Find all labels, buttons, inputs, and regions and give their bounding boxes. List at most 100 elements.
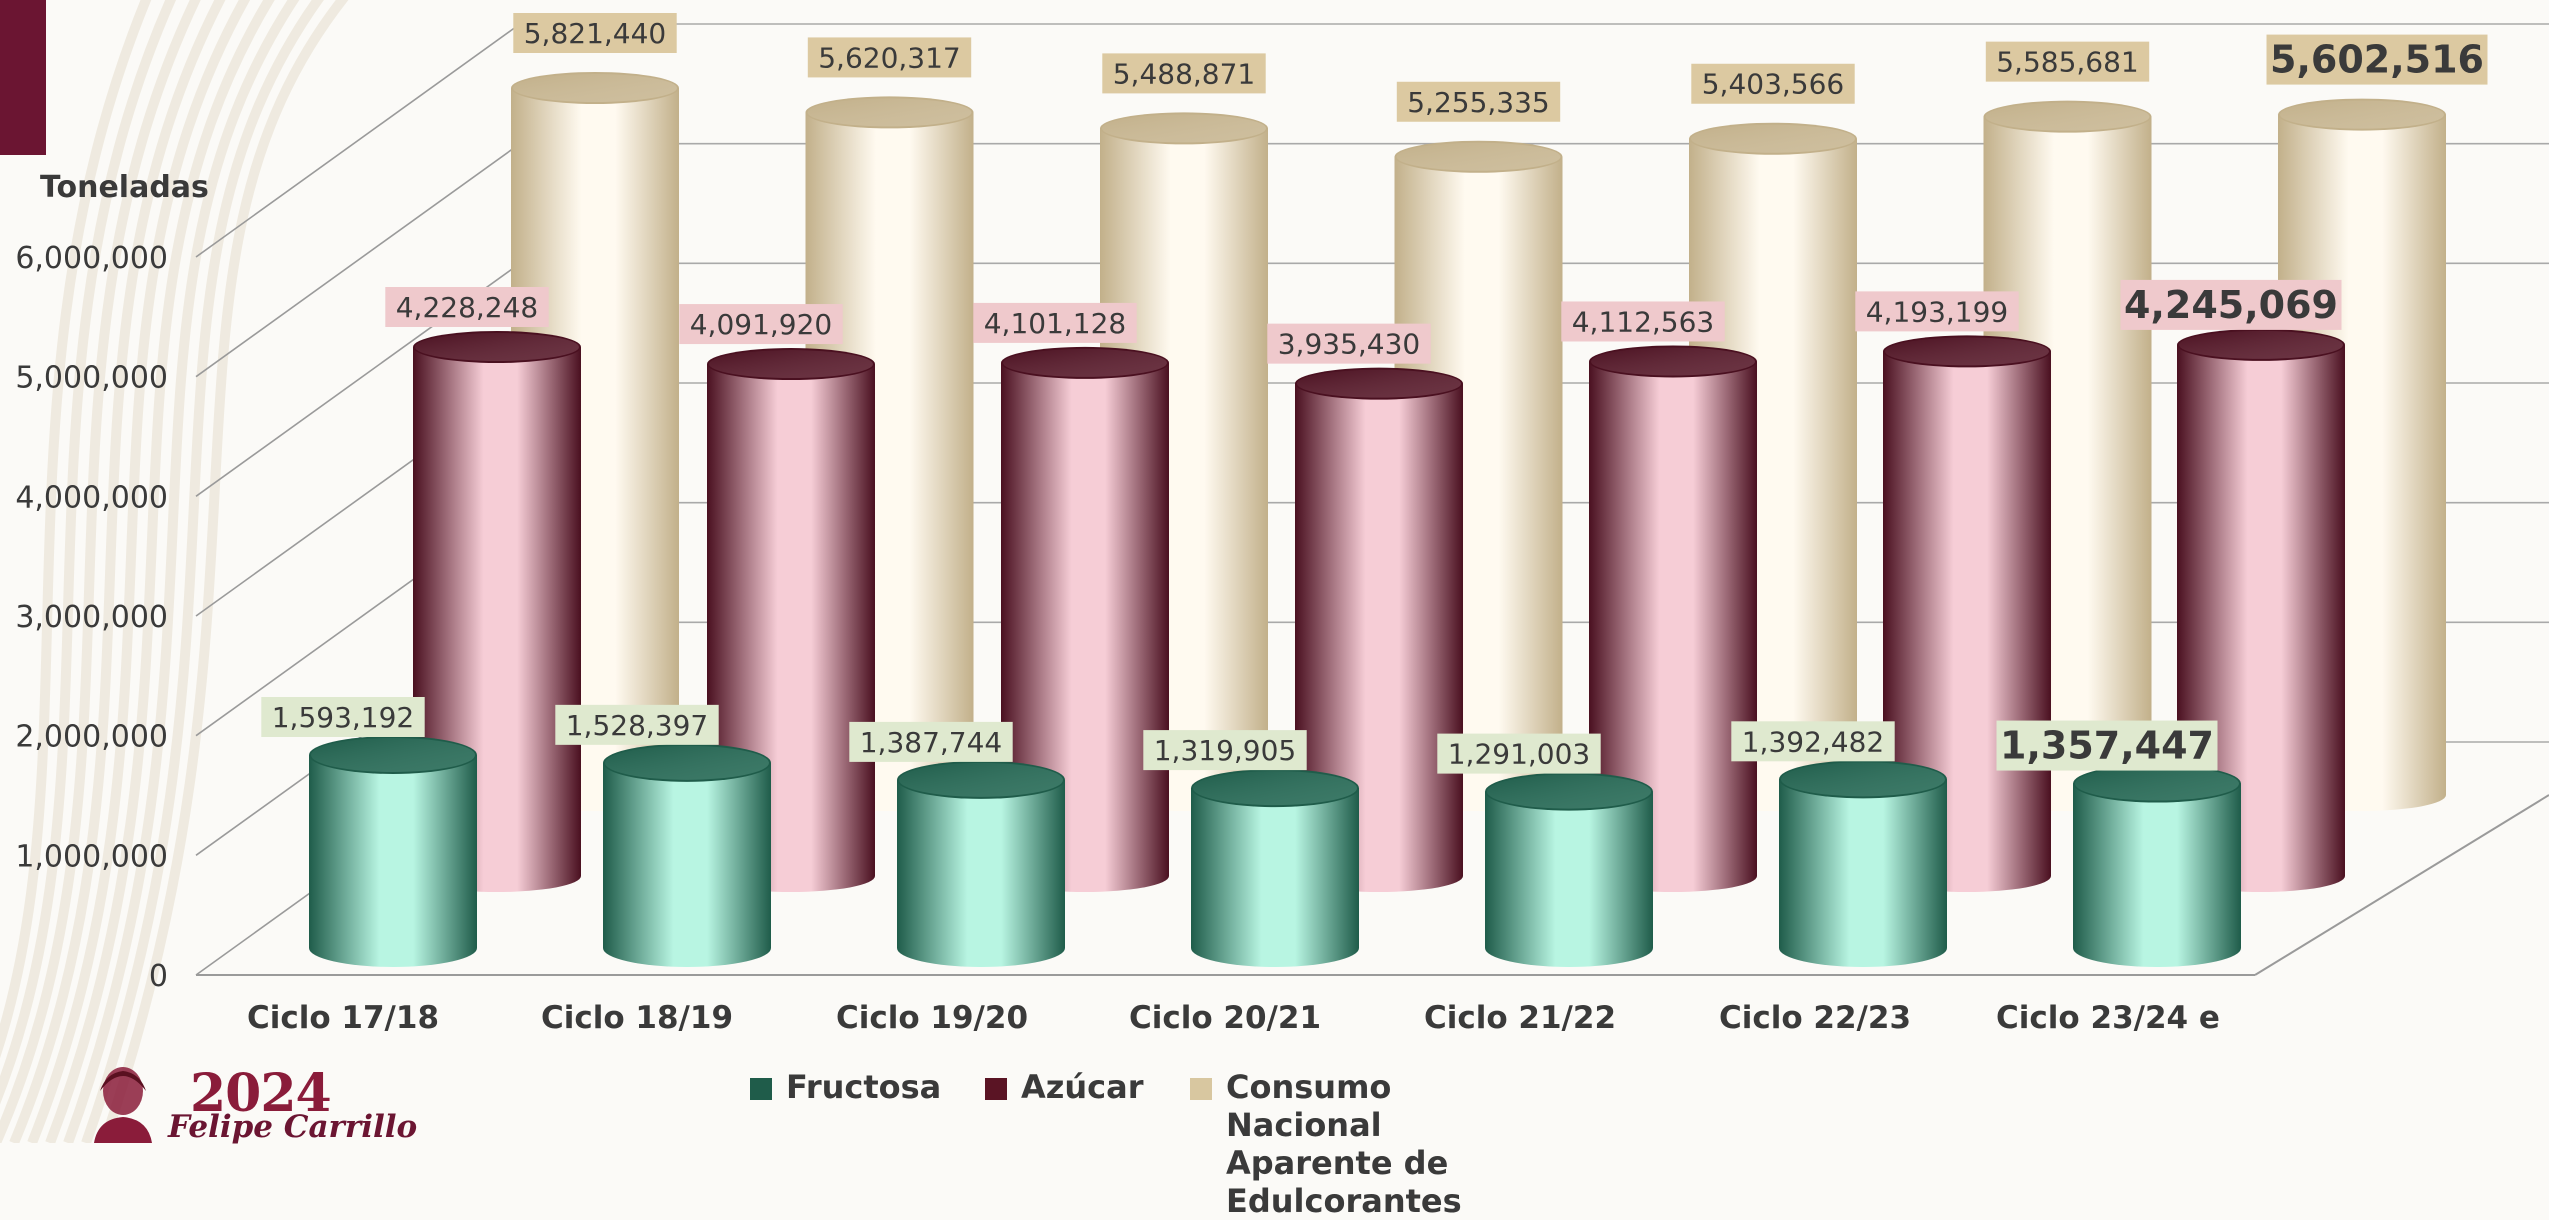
- data-label-bg: [1691, 63, 1855, 104]
- data-label-bg: [973, 302, 1137, 343]
- bar-cap-shine: [311, 738, 475, 772]
- x-tick-label: Ciclo 23/24 e: [1996, 1000, 2220, 1036]
- data-label: 1,319,905: [1154, 734, 1297, 767]
- data-label-bg: [1267, 323, 1431, 364]
- grid-depth-line: [195, 23, 521, 258]
- bar-cap-shine: [1396, 142, 1561, 171]
- background-swirl: [27, 0, 251, 1143]
- data-label-bg: [1143, 730, 1307, 771]
- background-swirl: [63, 0, 300, 1143]
- bar-cap-shine: [2179, 330, 2343, 359]
- bar-body: [2073, 783, 2241, 967]
- bar-cap-shine: [807, 98, 972, 127]
- data-label-bg: [555, 704, 719, 745]
- y-axis-label: Toneladas: [40, 170, 209, 205]
- data-label-bg: [1855, 291, 2019, 332]
- background-swirl: [9, 0, 226, 1143]
- data-label: 4,228,248: [396, 291, 539, 324]
- bar-azucar: [1295, 367, 1463, 892]
- data-label-bg: [2266, 34, 2488, 85]
- bar-body: [309, 755, 477, 967]
- bar-cap-shine: [1102, 114, 1266, 143]
- legend-item-azucar: Azúcar: [985, 1068, 1144, 1106]
- data-label-bg: [1437, 733, 1601, 774]
- data-label-bg: [385, 287, 549, 327]
- bar-cap-shine: [709, 350, 873, 379]
- data-label-bg: [679, 304, 843, 345]
- data-label: 4,091,920: [690, 308, 833, 341]
- bar-body: [1191, 788, 1359, 967]
- bar-fructosa: [603, 743, 771, 967]
- data-label: 1,357,447: [2000, 724, 2214, 768]
- bar-cap-shine: [1003, 348, 1167, 377]
- legend-item-consumo: Consumo Nacional Aparente de Edulcorante…: [1190, 1068, 1462, 1220]
- x-tick-label: Ciclo 22/23: [1719, 1000, 1911, 1036]
- legend-item-fructosa: Fructosa: [750, 1068, 941, 1106]
- x-tick-label: Ciclo 17/18: [247, 1000, 439, 1036]
- data-labels: 5,821,440 5,620,317 5,488,871 5,255,335 5,40…: [261, 13, 2488, 774]
- background-swirl: [0, 0, 201, 1143]
- data-label: 4,193,199: [1866, 295, 2009, 328]
- data-label: 1,387,744: [860, 726, 1003, 759]
- data-label: 4,112,563: [1572, 305, 1715, 338]
- grid-depth-line: [195, 143, 521, 378]
- data-label: 4,101,128: [984, 307, 1127, 340]
- data-label: 1,291,003: [1448, 738, 1591, 771]
- bar-fructosa: [1191, 769, 1359, 967]
- y-tick-label: 4,000,000: [15, 480, 168, 515]
- bar-body: [2177, 344, 2345, 892]
- bar-azucar: [1589, 345, 1757, 892]
- data-label-bg: [261, 697, 425, 737]
- bar-cap-shine: [2280, 100, 2444, 129]
- data-label: 5,821,440: [524, 17, 667, 50]
- floor-edge-line: [2254, 794, 2549, 976]
- x-axis-ticks: Ciclo 17/18 Ciclo 18/19 Ciclo 19/20 Ciclo 2…: [247, 1000, 2220, 1036]
- bar-body: [897, 779, 1065, 967]
- bar-azucar: [2177, 328, 2345, 892]
- data-label: 5,602,516: [2270, 38, 2484, 82]
- data-label-bg: [1396, 81, 1561, 122]
- legend-label-fructosa: Fructosa: [786, 1068, 942, 1106]
- x-tick-label: Ciclo 21/22: [1424, 1000, 1616, 1036]
- x-tick-label: Ciclo 18/19: [541, 1000, 733, 1036]
- bar-cap-shine: [2075, 766, 2239, 801]
- bar-body: [1295, 383, 1463, 892]
- data-label: 5,620,317: [818, 41, 961, 74]
- data-label-bg: [1561, 301, 1725, 342]
- y-tick-label: 1,000,000: [15, 839, 168, 874]
- data-label-bg: [807, 37, 972, 78]
- chart-bars: [309, 72, 2446, 967]
- bar-body: [1589, 361, 1757, 892]
- bar-body: [1001, 362, 1169, 892]
- logo-name: Felipe Carrillo: [168, 1109, 418, 1145]
- bar-fructosa: [1485, 772, 1653, 967]
- legend-label-azucar: Azúcar: [1021, 1068, 1144, 1106]
- legend-swatch-consumo: [1190, 1078, 1212, 1100]
- bar-cap-shine: [415, 333, 579, 361]
- y-tick-label: 2,000,000: [15, 720, 168, 755]
- bar-cap-shine: [513, 74, 677, 102]
- legend-label-consumo: Consumo Nacional Aparente de Edulcorante…: [1226, 1068, 1462, 1220]
- data-label-bg: [513, 13, 677, 53]
- data-label: 4,245,069: [2124, 283, 2338, 327]
- bar-chart: 0 1,000,000 2,000,000 3,000,000 4,000,000 5,0…: [0, 0, 2549, 1143]
- bar-fructosa: [2073, 764, 2241, 967]
- bar-fructosa: [1779, 760, 1947, 967]
- bar-cap-shine: [899, 762, 1063, 797]
- logo-year: 2024: [190, 1063, 332, 1124]
- data-label-bg: [1985, 41, 2150, 82]
- bar-cap-shine: [1691, 124, 1855, 153]
- bar-azucar: [1001, 346, 1169, 892]
- bar-cap-shine: [1885, 337, 2049, 366]
- legend-swatch-fructosa: [750, 1078, 772, 1100]
- y-tick-label: 0: [149, 959, 168, 994]
- data-label-bg: [849, 721, 1013, 762]
- bar-cap-shine: [1985, 102, 2150, 131]
- background-swirl: [0, 0, 152, 1058]
- data-label-bg: [1102, 53, 1266, 94]
- bar-cap-shine: [1193, 771, 1357, 806]
- data-label: 1,593,192: [272, 701, 415, 734]
- data-label-bg: [2120, 279, 2342, 330]
- data-label: 1,528,397: [566, 709, 709, 742]
